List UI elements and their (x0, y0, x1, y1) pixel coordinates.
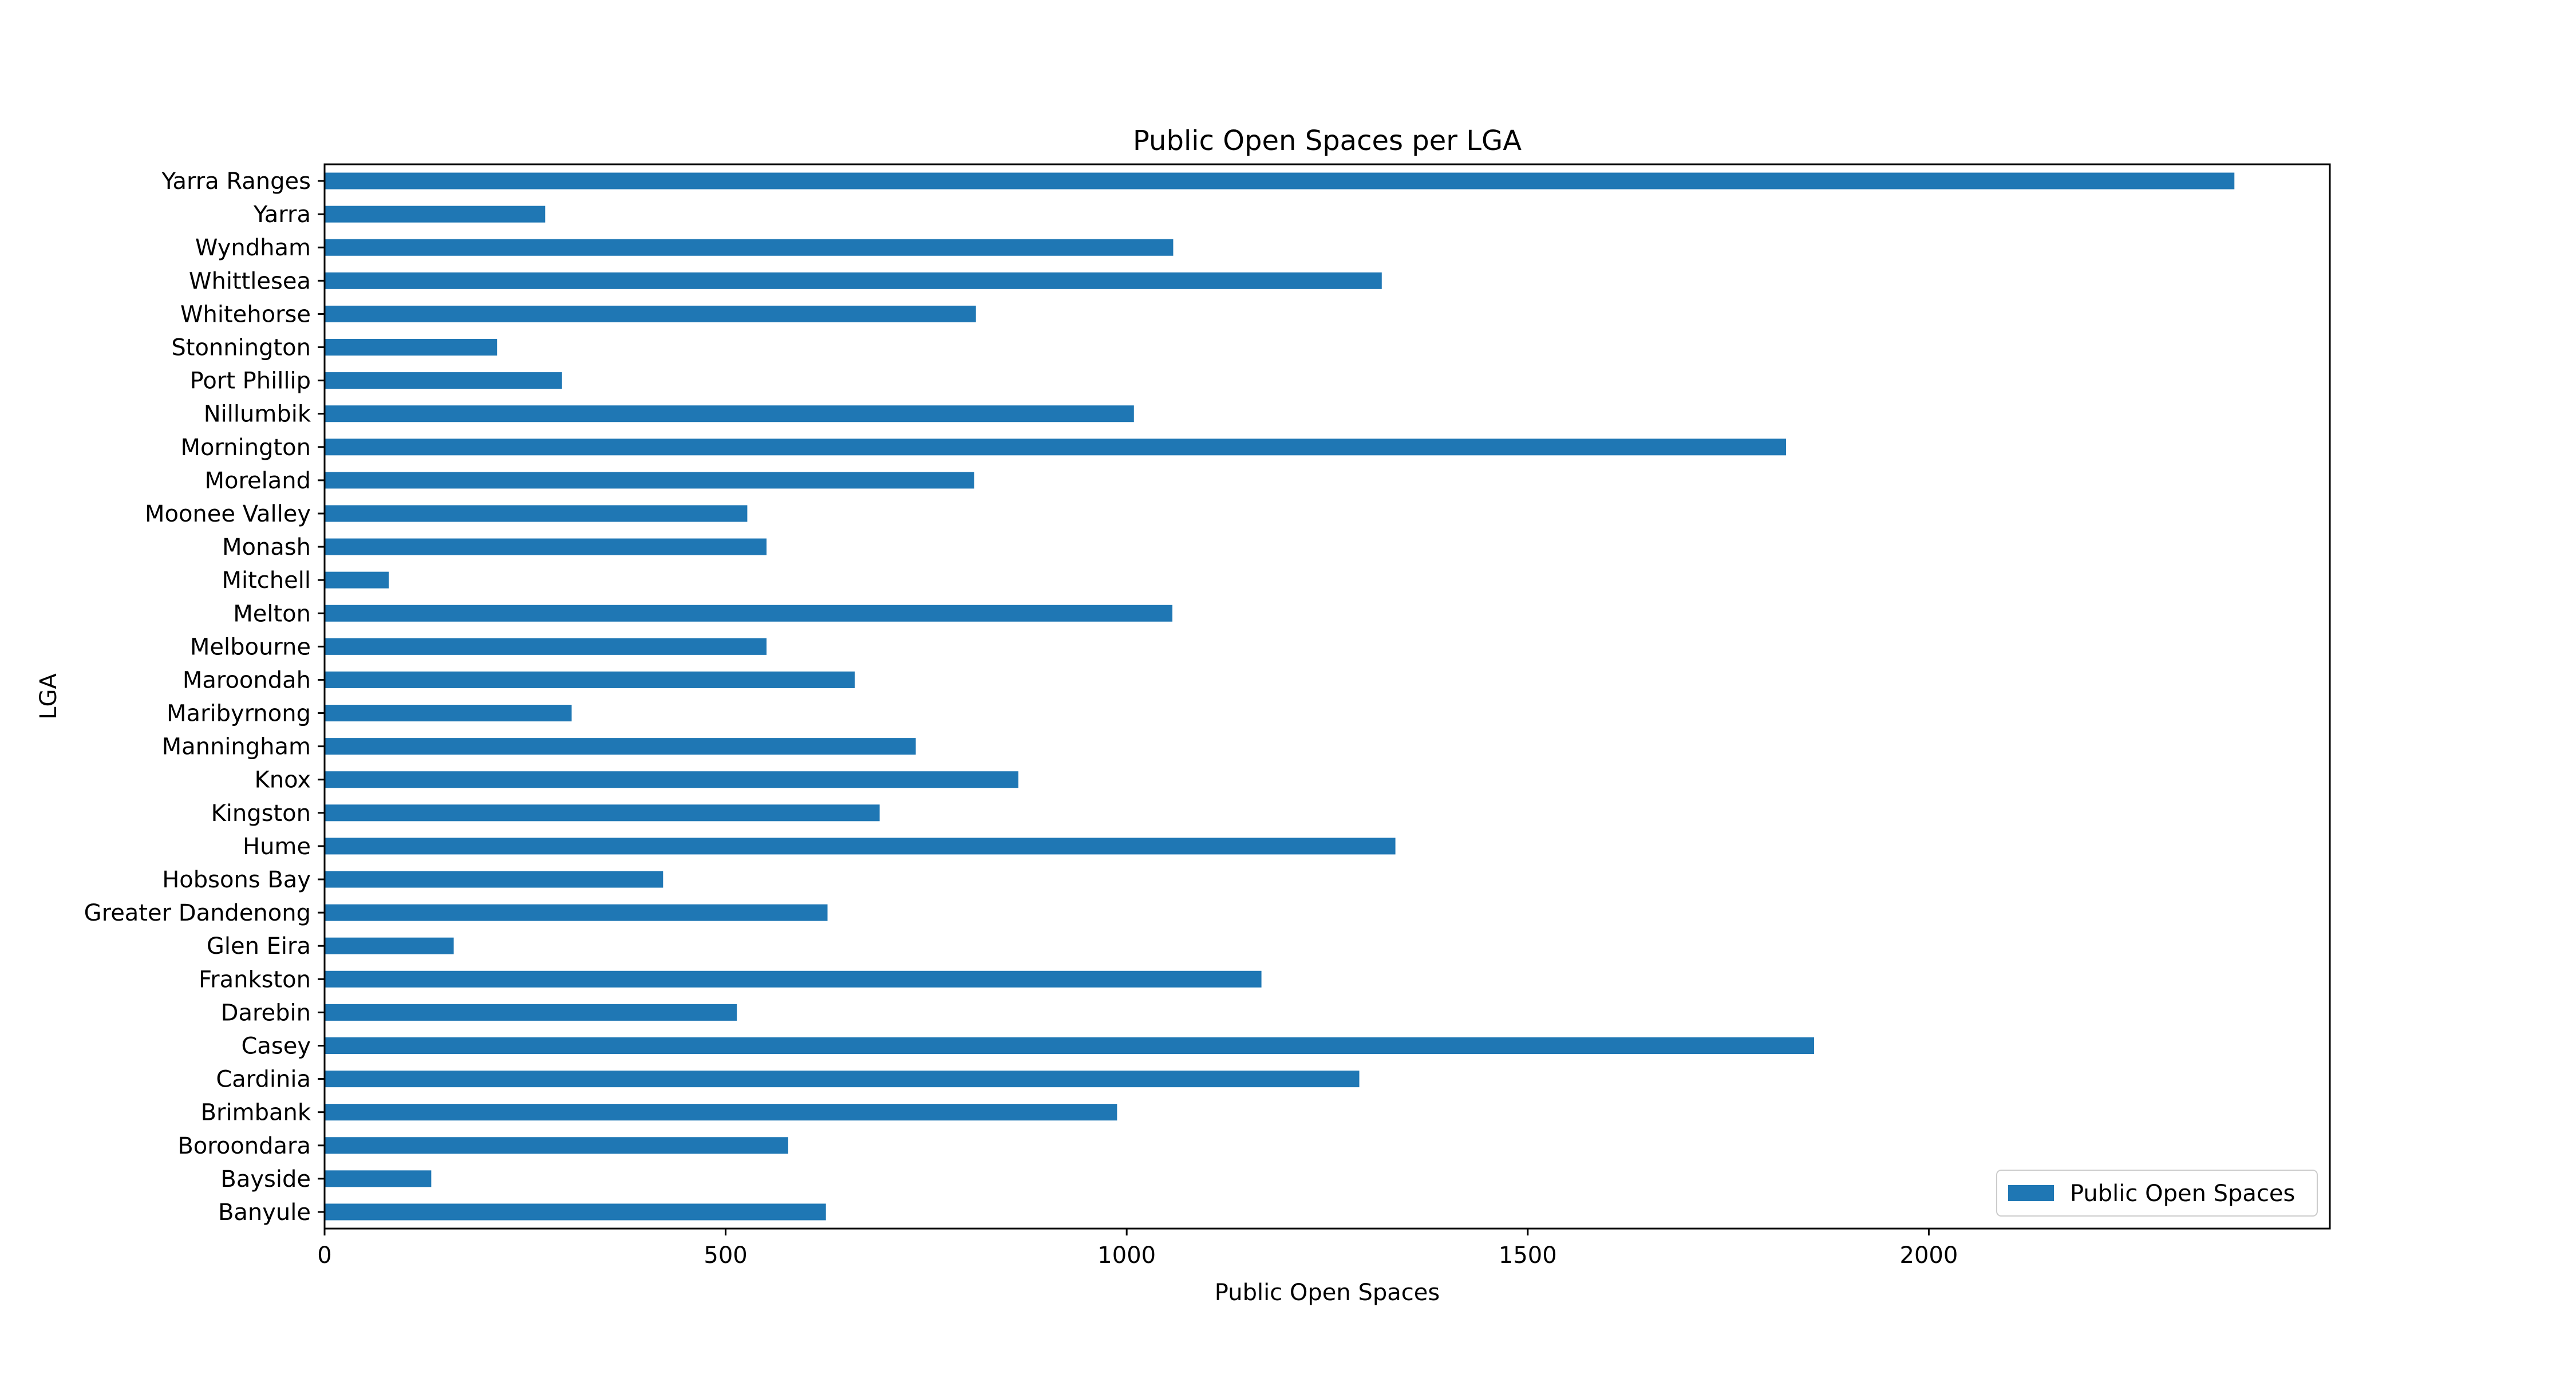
bar-hobsons-bay (325, 871, 663, 888)
bar-greater-dandenong (325, 904, 828, 921)
bar-knox (325, 771, 1019, 788)
y-tick-label: Casey (241, 1033, 311, 1059)
bar-maroondah (325, 671, 855, 688)
bar-manningham (325, 738, 916, 755)
bar-banyule (325, 1203, 826, 1221)
bar-stonnington (325, 338, 497, 356)
legend-swatch (2008, 1185, 2054, 1201)
y-tick-label: Greater Dandenong (84, 900, 311, 926)
bar-whitehorse (325, 305, 976, 322)
bar-hume (325, 838, 1396, 855)
y-tick-label: Kingston (211, 800, 311, 827)
y-tick-label: Moreland (204, 468, 311, 494)
y-tick-label: Whitehorse (180, 301, 311, 327)
y-tick-label: Whittlesea (189, 268, 311, 294)
y-tick-label: Nillumbik (204, 401, 311, 428)
x-axis-label: Public Open Spaces (1215, 1280, 1440, 1306)
y-tick-label: Hume (243, 834, 311, 860)
y-axis: Banyule Bayside Boroondara Brimbank Cardinia… (84, 168, 325, 1226)
y-tick-label: Port Phillip (190, 368, 311, 394)
x-tick-label: 1500 (1499, 1242, 1557, 1269)
y-tick-label: Mornington (181, 435, 311, 461)
x-tick-label: 2000 (1900, 1242, 1958, 1269)
legend-box (1996, 1170, 2318, 1217)
y-tick-label: Moonee Valley (145, 501, 311, 527)
x-axis: 0 500 1000 1500 2000 (317, 1229, 1958, 1269)
bar-moreland (325, 472, 974, 489)
bar-maribyrnong (325, 705, 572, 722)
x-tick-label: 0 (317, 1242, 331, 1269)
y-tick-label: Hobsons Bay (162, 867, 311, 893)
bar-yarra (325, 206, 546, 223)
bar-kingston (325, 804, 880, 822)
bar-glen-eira (325, 937, 454, 954)
bar-wyndham (325, 239, 1174, 256)
bar-mornington (325, 439, 1786, 456)
bar-cardinia (325, 1071, 1360, 1088)
x-tick-label: 1000 (1097, 1242, 1156, 1269)
bar-frankston (325, 970, 1262, 988)
y-tick-label: Maroondah (183, 667, 311, 693)
y-tick-label: Bayside (220, 1166, 311, 1193)
y-tick-label: Yarra Ranges (161, 168, 311, 195)
y-tick-label: Darebin (221, 1000, 311, 1026)
y-tick-label: Banyule (218, 1199, 311, 1226)
y-tick-label: Mitchell (222, 567, 311, 594)
y-tick-label: Boroondara (177, 1133, 311, 1159)
bar-boroondara (325, 1137, 788, 1154)
y-tick-label: Yarra (253, 202, 311, 228)
y-axis-label: LGA (35, 673, 62, 720)
bar-monash (325, 538, 767, 555)
y-tick-label: Cardinia (216, 1067, 311, 1093)
bar-melbourne (325, 638, 767, 655)
bar-nillumbik (325, 405, 1134, 423)
y-tick-label: Monash (222, 534, 311, 560)
bar-darebin (325, 1004, 737, 1021)
y-tick-label: Stonnington (171, 335, 311, 361)
bar-brimbank (325, 1104, 1117, 1121)
y-tick-label: Knox (255, 767, 311, 793)
y-tick-label: Maribyrnong (167, 701, 311, 727)
bar-whittlesea (325, 272, 1382, 289)
legend-label: Public Open Spaces (2070, 1180, 2295, 1207)
bar-port-phillip (325, 372, 562, 389)
y-tick-label: Manningham (162, 734, 311, 760)
y-tick-label: Frankston (199, 966, 311, 993)
bar-casey (325, 1037, 1815, 1055)
y-tick-label: Brimbank (201, 1100, 311, 1126)
bar-bayside (325, 1170, 432, 1187)
bar-mitchell (325, 571, 389, 589)
bar-yarra-ranges (325, 172, 2235, 189)
chart-title: Public Open Spaces per LGA (1133, 125, 1522, 157)
y-tick-label: Glen Eira (207, 933, 311, 960)
bar-melton (325, 605, 1173, 622)
bars-group (325, 172, 2235, 1221)
y-tick-label: Melton (233, 601, 311, 627)
legend: Public Open Spaces (1996, 1170, 2318, 1217)
y-tick-label: Wyndham (195, 235, 311, 261)
bar-moonee-valley (325, 505, 748, 522)
y-tick-label: Melbourne (190, 634, 311, 660)
plot-frame (323, 163, 2331, 1230)
x-tick-label: 500 (704, 1242, 747, 1269)
